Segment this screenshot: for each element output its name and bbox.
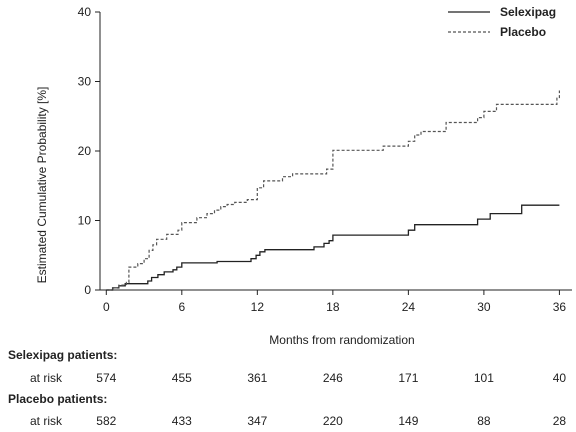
plot-area xyxy=(106,90,560,291)
risk-count: 361 xyxy=(247,371,267,385)
y-axis: 0 10 20 30 40 xyxy=(78,5,101,297)
x-tick-label: 36 xyxy=(553,300,567,314)
x-tick-label: 0 xyxy=(103,300,110,314)
risk-count: 433 xyxy=(172,414,192,428)
risk-count: 40 xyxy=(553,371,567,385)
x-tick-label: 30 xyxy=(477,300,491,314)
risk-count: 455 xyxy=(172,371,192,385)
risk-row-label: at risk xyxy=(30,414,63,428)
risk-group-title: Placebo patients: xyxy=(8,392,107,406)
risk-table: Selexipag patients: at risk 574 455 361 246 17… xyxy=(8,348,566,428)
series-line-placebo xyxy=(106,90,560,291)
y-tick-label: 10 xyxy=(78,214,92,228)
x-tick-label: 18 xyxy=(326,300,340,314)
risk-count: 220 xyxy=(323,414,343,428)
y-tick-label: 0 xyxy=(84,283,91,297)
legend: Selexipag Placebo xyxy=(448,5,556,39)
legend-label: Selexipag xyxy=(500,5,556,19)
risk-count: 347 xyxy=(247,414,267,428)
risk-count: 574 xyxy=(96,371,116,385)
risk-row-label: at risk xyxy=(30,371,63,385)
y-tick-label: 30 xyxy=(78,75,92,89)
risk-count: 28 xyxy=(553,414,567,428)
x-axis: 0 6 12 18 24 30 36 xyxy=(100,289,572,314)
risk-count: 149 xyxy=(398,414,418,428)
series-line-selexipag xyxy=(106,204,560,291)
x-axis-title: Months from randomization xyxy=(269,333,414,347)
legend-label: Placebo xyxy=(500,25,546,39)
x-tick-label: 24 xyxy=(402,300,416,314)
risk-count: 171 xyxy=(398,371,418,385)
risk-group-title: Selexipag patients: xyxy=(8,348,117,362)
x-tick-label: 12 xyxy=(251,300,265,314)
risk-count: 88 xyxy=(477,414,491,428)
y-tick-label: 40 xyxy=(78,5,92,19)
x-tick-label: 6 xyxy=(178,300,185,314)
risk-count: 582 xyxy=(96,414,116,428)
y-axis-title: Estimated Cumulative Probability [%] xyxy=(35,87,49,284)
y-tick-label: 20 xyxy=(78,144,92,158)
risk-count: 246 xyxy=(323,371,343,385)
risk-count: 101 xyxy=(474,371,494,385)
